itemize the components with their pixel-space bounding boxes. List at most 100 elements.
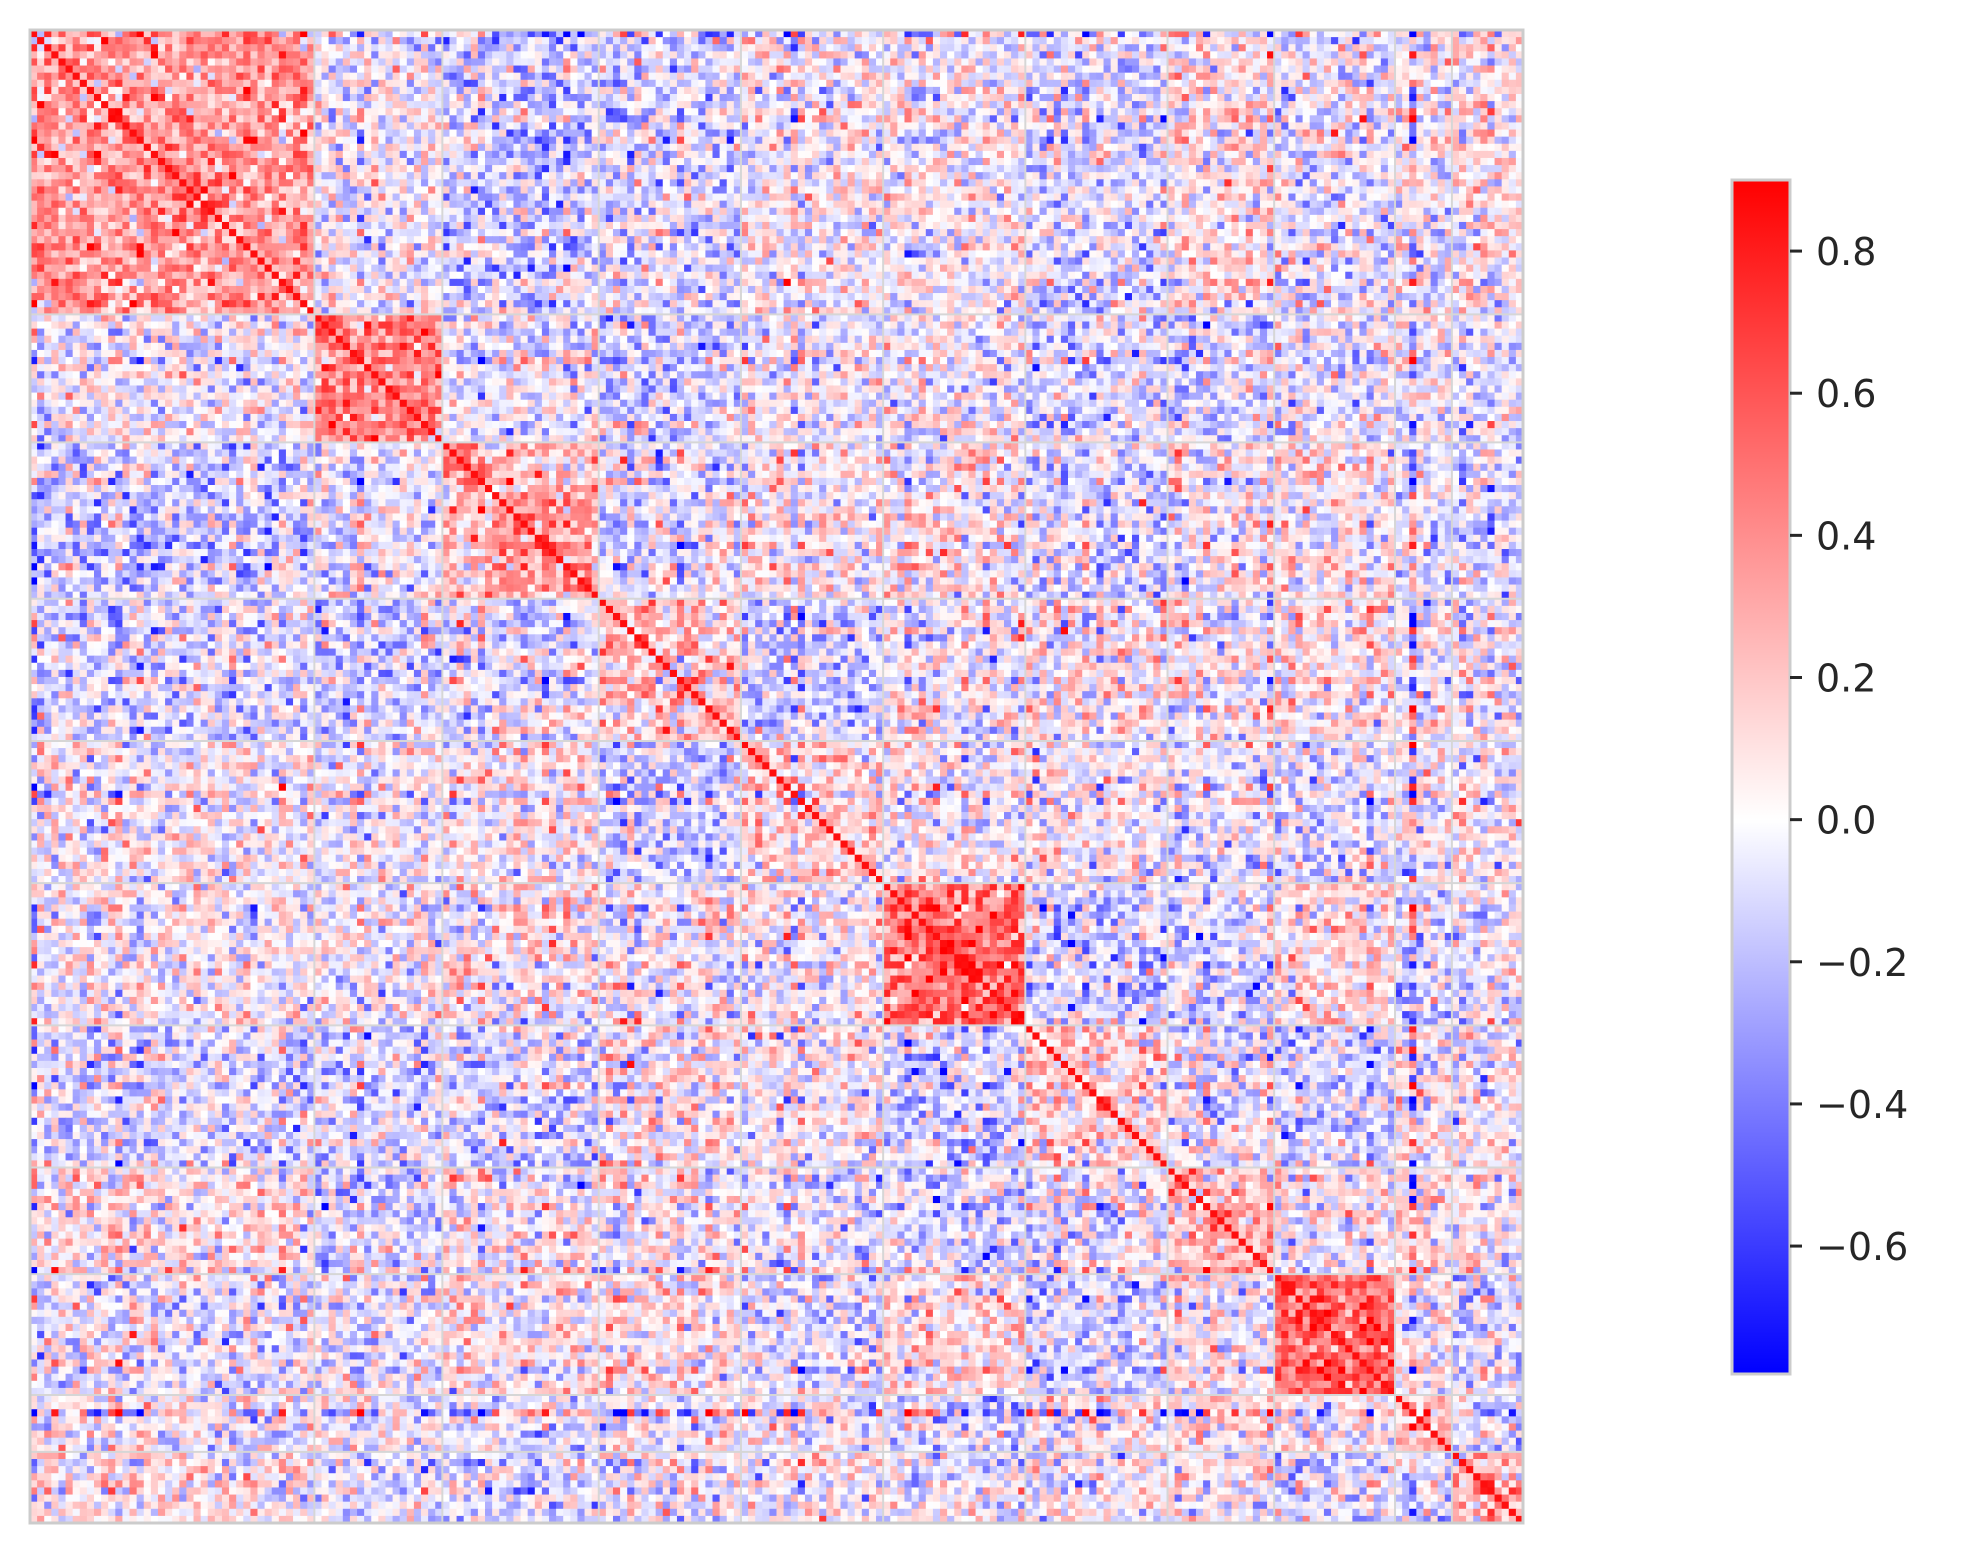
heatmap-cell xyxy=(271,115,280,124)
heatmap-cell xyxy=(101,108,109,116)
heatmap-cell xyxy=(1146,79,1154,88)
heatmap-cell xyxy=(961,58,970,67)
heatmap-cell xyxy=(214,193,223,202)
heatmap-cell xyxy=(1323,172,1332,180)
heatmap-cell xyxy=(549,129,557,138)
heatmap-cell xyxy=(1131,150,1140,159)
heatmap-cell xyxy=(357,72,365,81)
heatmap-cell xyxy=(58,179,67,188)
heatmap-cell xyxy=(598,86,607,95)
heatmap-cell xyxy=(691,51,699,60)
heatmap-cell xyxy=(428,79,436,88)
heatmap-cell xyxy=(1323,72,1332,81)
heatmap-cell xyxy=(1032,172,1041,180)
heatmap-cell xyxy=(193,37,202,45)
heatmap-cell xyxy=(1437,51,1446,60)
heatmap-cell xyxy=(357,86,365,95)
heatmap-cell xyxy=(406,157,415,166)
heatmap-cell xyxy=(428,44,436,52)
heatmap-cell xyxy=(463,129,472,138)
heatmap-cell xyxy=(157,172,166,180)
heatmap-cell xyxy=(890,143,898,152)
heatmap-cell xyxy=(1459,86,1467,95)
heatmap-cell xyxy=(150,157,159,166)
heatmap-cell xyxy=(975,86,984,95)
heatmap-cell xyxy=(1018,79,1026,88)
heatmap-cell xyxy=(58,172,67,180)
heatmap-cell xyxy=(1231,143,1240,152)
heatmap-cell xyxy=(1188,93,1197,102)
heatmap-cell xyxy=(833,79,842,88)
heatmap-cell xyxy=(314,157,323,166)
heatmap-cell xyxy=(1466,93,1474,102)
heatmap-cell xyxy=(1060,93,1069,102)
heatmap-cell xyxy=(328,172,337,180)
heatmap-cell xyxy=(1267,157,1275,166)
heatmap-cell xyxy=(762,65,770,74)
heatmap-cell xyxy=(456,129,465,138)
heatmap-cell xyxy=(186,44,195,52)
heatmap-cell xyxy=(854,157,863,166)
heatmap-cell xyxy=(868,65,877,74)
heatmap-cell xyxy=(1259,172,1268,180)
heatmap-cell xyxy=(342,129,351,138)
heatmap-cell xyxy=(399,193,408,202)
heatmap-cell xyxy=(200,143,209,152)
heatmap-cell xyxy=(940,136,948,145)
heatmap-cell xyxy=(726,30,735,38)
heatmap-cell xyxy=(1231,150,1240,159)
heatmap-cell xyxy=(300,143,308,152)
heatmap-cell xyxy=(1395,37,1403,45)
heatmap-cell xyxy=(1416,108,1425,116)
heatmap-cell xyxy=(1402,37,1410,45)
heatmap-cell xyxy=(300,165,308,173)
heatmap-cell xyxy=(520,115,529,124)
heatmap-cell xyxy=(897,129,906,138)
heatmap-cell xyxy=(883,79,891,88)
heatmap-cell xyxy=(435,30,443,38)
heatmap-cell xyxy=(1359,122,1368,131)
heatmap-cell xyxy=(271,143,280,152)
heatmap-cell xyxy=(826,72,834,81)
heatmap-cell xyxy=(1252,150,1261,159)
heatmap-cell xyxy=(1501,58,1510,67)
heatmap-cell xyxy=(1459,58,1467,67)
heatmap-cell xyxy=(413,51,422,60)
heatmap-cell xyxy=(157,37,166,45)
heatmap-cell xyxy=(314,136,323,145)
heatmap-cell xyxy=(982,79,991,88)
heatmap-cell xyxy=(883,30,891,38)
heatmap-cell xyxy=(911,44,920,52)
heatmap-cell xyxy=(207,165,216,173)
heatmap-cell xyxy=(285,115,294,124)
heatmap-cell xyxy=(1274,143,1282,152)
heatmap-cell xyxy=(1459,186,1467,195)
heatmap-cell xyxy=(1295,86,1304,95)
heatmap-cell xyxy=(72,51,81,60)
heatmap-cell xyxy=(1345,101,1353,109)
heatmap-cell xyxy=(698,179,707,188)
heatmap-cell xyxy=(1437,136,1446,145)
heatmap-cell xyxy=(470,150,479,159)
heatmap-cell xyxy=(1423,108,1432,116)
heatmap-cell xyxy=(698,65,707,74)
heatmap-cell xyxy=(598,193,607,202)
heatmap-cell xyxy=(307,143,315,152)
heatmap-cell xyxy=(300,136,308,145)
heatmap-cell xyxy=(733,186,742,195)
heatmap-cell xyxy=(1409,101,1417,109)
heatmap-cell xyxy=(1103,79,1112,88)
heatmap-cell xyxy=(150,101,159,109)
heatmap-cell xyxy=(392,143,401,152)
heatmap-cell xyxy=(314,115,323,124)
heatmap-cell xyxy=(911,122,920,131)
heatmap-cell xyxy=(349,150,358,159)
heatmap-cell xyxy=(378,136,387,145)
heatmap-cell xyxy=(648,65,657,74)
heatmap-cell xyxy=(1238,143,1247,152)
heatmap-cell xyxy=(563,101,571,109)
heatmap-cell xyxy=(506,72,515,81)
heatmap-cell xyxy=(506,179,515,188)
heatmap-cell xyxy=(520,150,529,159)
heatmap-cell xyxy=(300,172,308,180)
